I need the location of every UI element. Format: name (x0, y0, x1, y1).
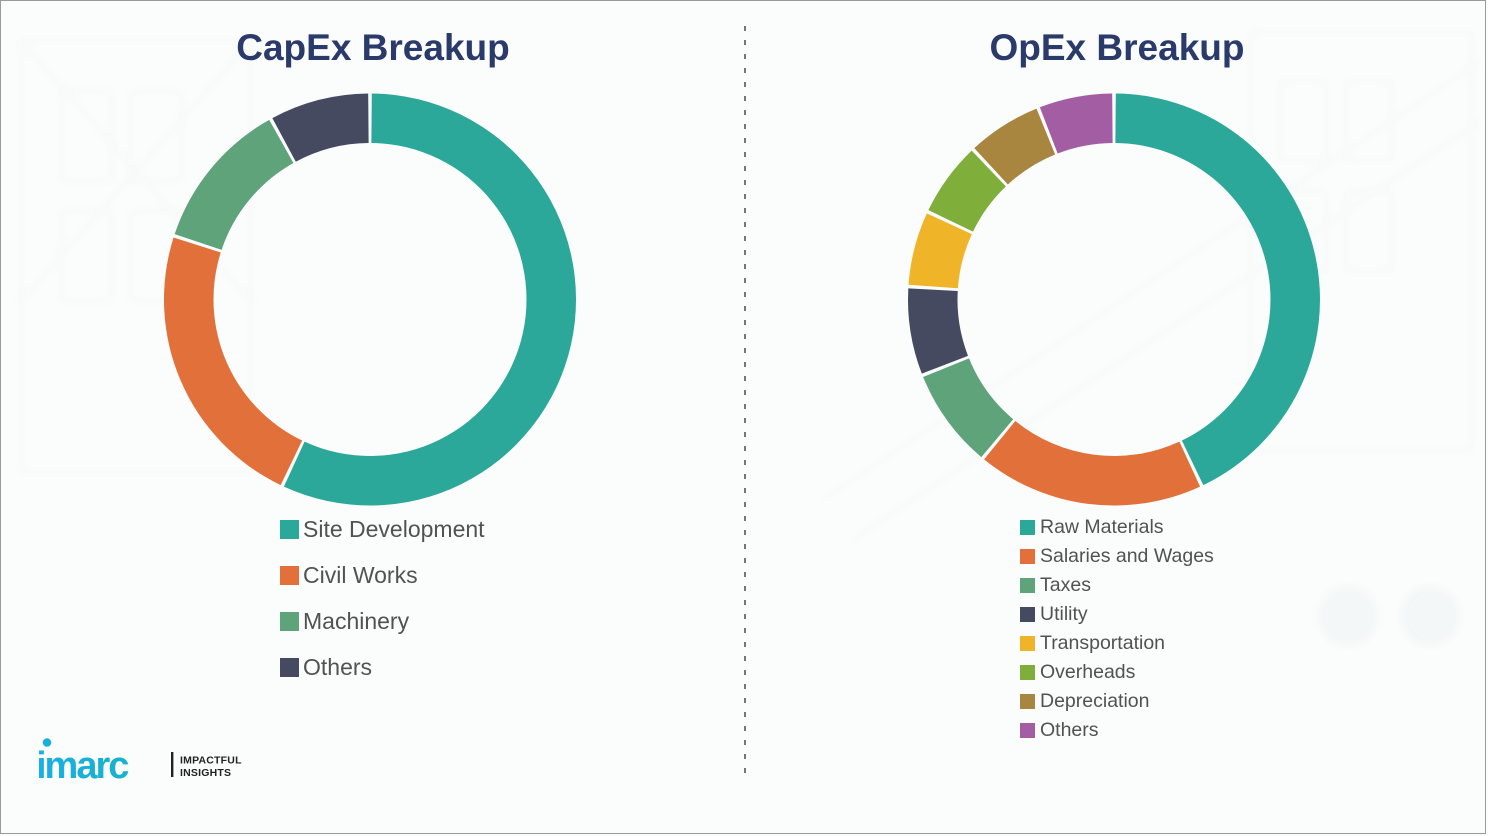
svg-text:IMPACTFUL: IMPACTFUL (180, 755, 242, 767)
svg-text:INSIGHTS: INSIGHTS (180, 767, 231, 779)
svg-text:imarc: imarc (39, 745, 129, 787)
